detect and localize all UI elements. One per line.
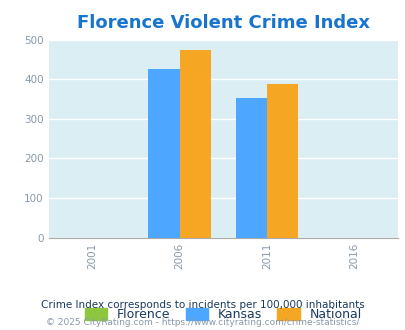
Title: Florence Violent Crime Index: Florence Violent Crime Index <box>77 15 369 32</box>
Text: Crime Index corresponds to incidents per 100,000 inhabitants: Crime Index corresponds to incidents per… <box>41 300 364 310</box>
Bar <box>235 98 266 238</box>
Bar <box>179 50 211 238</box>
Bar <box>148 69 179 238</box>
Legend: Florence, Kansas, National: Florence, Kansas, National <box>79 303 366 326</box>
Text: © 2025 CityRating.com - https://www.cityrating.com/crime-statistics/: © 2025 CityRating.com - https://www.city… <box>46 318 359 327</box>
Bar <box>266 84 298 238</box>
